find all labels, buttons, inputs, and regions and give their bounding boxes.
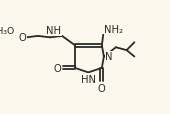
Text: O: O: [19, 32, 27, 42]
Text: HN: HN: [81, 74, 96, 84]
Text: NH: NH: [46, 26, 61, 36]
Text: O: O: [98, 83, 106, 93]
Text: O: O: [54, 63, 62, 73]
Text: CH₃O: CH₃O: [0, 27, 15, 36]
Text: NH₂: NH₂: [104, 25, 123, 34]
Text: N: N: [105, 52, 113, 62]
